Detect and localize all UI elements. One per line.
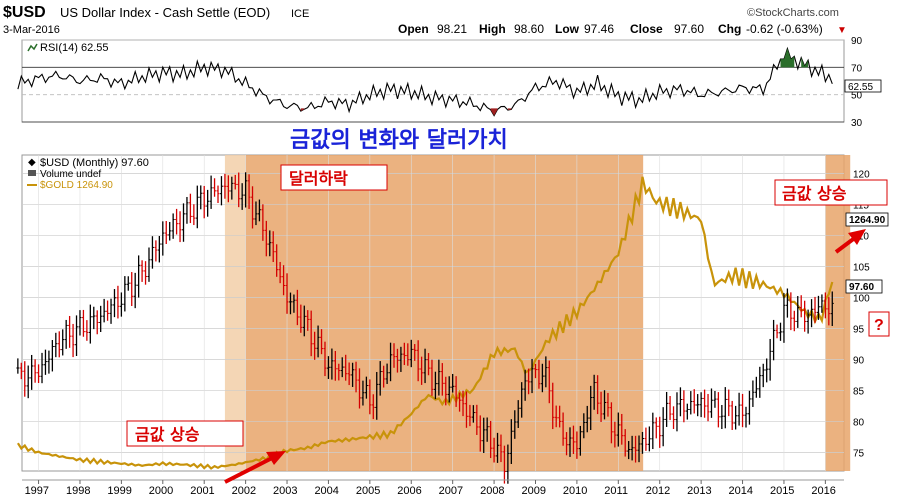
volume-legend-icon xyxy=(28,170,36,176)
x-tick-label: 1998 xyxy=(66,485,90,497)
x-tick-label: 2010 xyxy=(563,485,587,497)
low-label: Low xyxy=(555,22,580,36)
x-tick-label: 2003 xyxy=(273,485,297,497)
x-tick-label: 2005 xyxy=(356,485,380,497)
exchange: ICE xyxy=(291,8,309,20)
x-tick-label: 2004 xyxy=(314,485,338,497)
usd-value-tag xyxy=(845,279,883,294)
rsi-value-tag-text: 62.55 xyxy=(848,82,873,93)
price-tick-label: 95 xyxy=(853,324,865,335)
price-legend: ◆ $USD (Monthly) 97.60 Volume undef $GOL… xyxy=(27,157,149,191)
price-panel: 7580859095100105110115120 ◆ $USD (Monthl… xyxy=(16,154,890,484)
header: $USD US Dollar Index - Cash Settle (EOD)… xyxy=(3,4,847,36)
rsi-tick-label: 70 xyxy=(851,63,863,74)
rsi-tick-label: 30 xyxy=(851,118,863,129)
usd-value-tag-text: 97.60 xyxy=(849,282,874,293)
usd-ohlc-bars xyxy=(16,172,834,484)
price-tick-label: 100 xyxy=(853,294,870,305)
arrow-right-head xyxy=(848,229,866,245)
gold-value-tag xyxy=(845,212,889,227)
price-tick-label: 85 xyxy=(853,386,865,397)
arrow-right-shaft xyxy=(834,235,858,254)
price-tick-label: 80 xyxy=(853,417,865,428)
chart-date: 3-Mar-2016 xyxy=(3,24,60,36)
gold-legend-text: $GOLD 1264.90 xyxy=(40,180,113,191)
x-tick-label: 2015 xyxy=(770,485,794,497)
usd-legend-icon: ◆ xyxy=(28,157,36,168)
shaded-period xyxy=(224,155,246,471)
rsi-tick-label: 50 xyxy=(851,91,863,102)
arrow-icon-left xyxy=(224,451,286,484)
gold-rise-left-box xyxy=(126,420,244,447)
rsi-panel: 30 50 70 90 RSI(14) 62.55 62.55 xyxy=(17,36,882,129)
x-tick-label: 2002 xyxy=(232,485,256,497)
low-value: 97.46 xyxy=(584,22,614,36)
x-tick-label: 2000 xyxy=(149,485,173,497)
x-tick-label: 2016 xyxy=(811,485,835,497)
price-tick-label: 120 xyxy=(853,170,870,181)
price-tick-label: 90 xyxy=(853,355,865,366)
arrow-left-shaft xyxy=(224,455,275,484)
arrow-left-head xyxy=(266,451,286,465)
shaded-period xyxy=(825,155,851,471)
gold-line xyxy=(16,176,834,470)
volume-legend-text: Volume undef xyxy=(40,169,101,180)
gold-rise-right-box xyxy=(774,179,888,206)
rsi-legend-icon xyxy=(27,43,38,52)
gold-value-tag-text: 1264.90 xyxy=(849,215,886,226)
symbol: $USD xyxy=(3,4,46,21)
x-tick-label: 2007 xyxy=(439,485,463,497)
high-value: 98.60 xyxy=(514,22,544,36)
price-tick-label: 75 xyxy=(853,448,865,459)
chg-label: Chg xyxy=(718,22,741,36)
rsi-tick-label: 90 xyxy=(851,36,863,47)
open-label: Open xyxy=(398,22,429,36)
x-tick-label: 2006 xyxy=(397,485,421,497)
x-tick-label: 2011 xyxy=(604,485,628,497)
x-tick-label: 1999 xyxy=(107,485,131,497)
close-label: Close xyxy=(630,22,663,36)
gold-rise-right-label: 금값 상승 xyxy=(782,184,847,203)
x-tick-label: 1997 xyxy=(25,485,49,497)
rsi-value-tag xyxy=(844,79,882,93)
rsi-grid xyxy=(22,39,844,123)
price-tick-label: 105 xyxy=(853,263,870,274)
arrow-icon-right xyxy=(834,229,866,254)
gold-rise-left-label: 금값 상승 xyxy=(135,425,200,444)
rsi-overbought-fill xyxy=(780,48,809,68)
high-label: High xyxy=(479,22,506,36)
usd-legend-text: $USD (Monthly) 97.60 xyxy=(40,157,149,169)
x-tick-label: 2014 xyxy=(729,485,753,497)
chart-title-korean: 금값의 변화와 달러가치 xyxy=(290,128,508,153)
question-mark: ? xyxy=(874,317,884,334)
close-value: 97.60 xyxy=(674,22,704,36)
x-axis: 1997 1998 1999 2000 2001 2002 2003 2004 2005 2006… xyxy=(22,479,844,497)
x-tick-label: 2008 xyxy=(480,485,504,497)
rsi-ticks: 30 50 70 90 xyxy=(851,36,863,129)
dollar-fall-box xyxy=(280,164,388,191)
open-value: 98.21 xyxy=(437,22,467,36)
dollar-fall-label: 달러하락 xyxy=(289,169,348,188)
index-name: US Dollar Index - Cash Settle (EOD) xyxy=(60,5,270,20)
rsi-line xyxy=(17,46,833,117)
price-tick-label: 115 xyxy=(853,201,869,212)
x-tick-label: 2009 xyxy=(521,485,545,497)
question-box xyxy=(868,311,890,337)
rsi-legend: RSI(14) 62.55 xyxy=(27,42,108,54)
x-tick-label: 2001 xyxy=(190,485,214,497)
source-credit: ©StockCharts.com xyxy=(747,7,839,19)
annotations: 금값의 변화와 달러가치 달러하락 금값 상승 금값 상승 xyxy=(126,128,888,484)
rsi-legend-text: RSI(14) 62.55 xyxy=(40,42,108,54)
chg-down-icon: ▼ xyxy=(837,25,847,36)
x-tick-label: 2013 xyxy=(687,485,711,497)
x-tick-label: 2012 xyxy=(646,485,670,497)
chg-value: -0.62 (-0.63%) xyxy=(746,22,823,36)
